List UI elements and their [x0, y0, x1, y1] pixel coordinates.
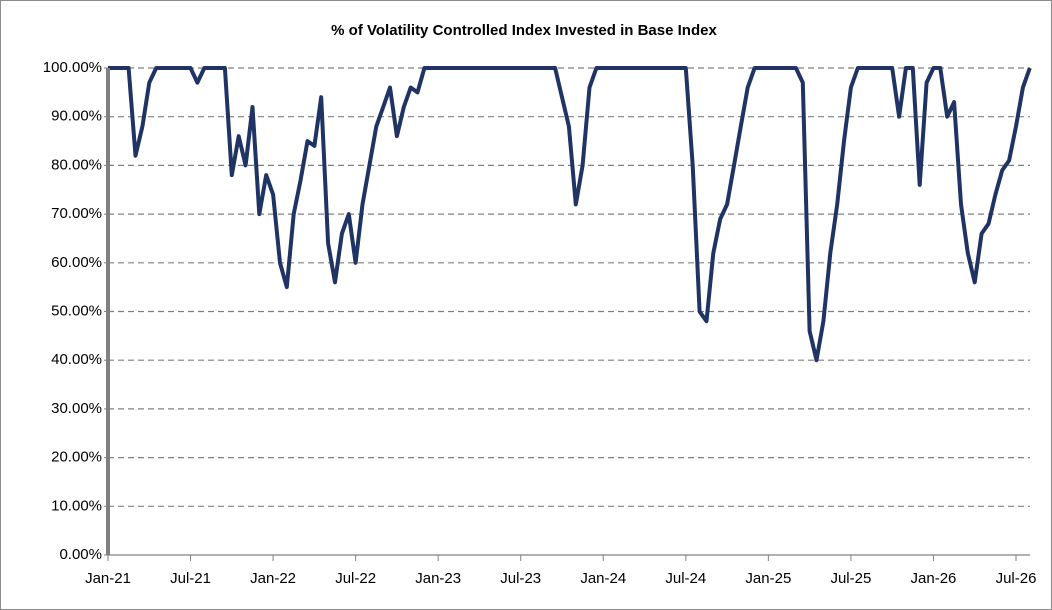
x-tick-label: Jan-24 [580, 570, 626, 587]
y-tick-label: 70.00% [51, 205, 102, 222]
y-tick-label: 50.00% [51, 302, 102, 319]
chart-title: % of Volatility Controlled Index Investe… [331, 22, 717, 39]
x-tick-label: Jan-22 [250, 570, 296, 587]
x-tick-label: Jul-23 [500, 570, 541, 587]
y-tick-label: 30.00% [51, 400, 102, 417]
y-tick-label: 60.00% [51, 254, 102, 271]
x-tick-label: Jan-23 [415, 570, 461, 587]
x-tick-label: Jul-24 [665, 570, 706, 587]
x-tick-label: Jul-25 [830, 570, 871, 587]
y-tick-label: 90.00% [51, 108, 102, 125]
y-tick-label: 20.00% [51, 449, 102, 466]
y-tick-label: 100.00% [43, 59, 102, 76]
y-tick-label: 80.00% [51, 156, 102, 173]
x-tick-label: Jul-21 [170, 570, 211, 587]
y-tick-label: 10.00% [51, 497, 102, 514]
x-tick-label: Jan-26 [911, 570, 957, 587]
x-tick-label: Jul-22 [335, 570, 376, 587]
x-tick-label: Jan-25 [745, 570, 791, 587]
y-tick-label: 0.00% [59, 546, 102, 563]
data-line [108, 66, 1032, 363]
x-tick-label: Jan-21 [85, 570, 131, 587]
y-tick-label: 40.00% [51, 351, 102, 368]
x-tick-label: Jul-26 [996, 570, 1037, 587]
